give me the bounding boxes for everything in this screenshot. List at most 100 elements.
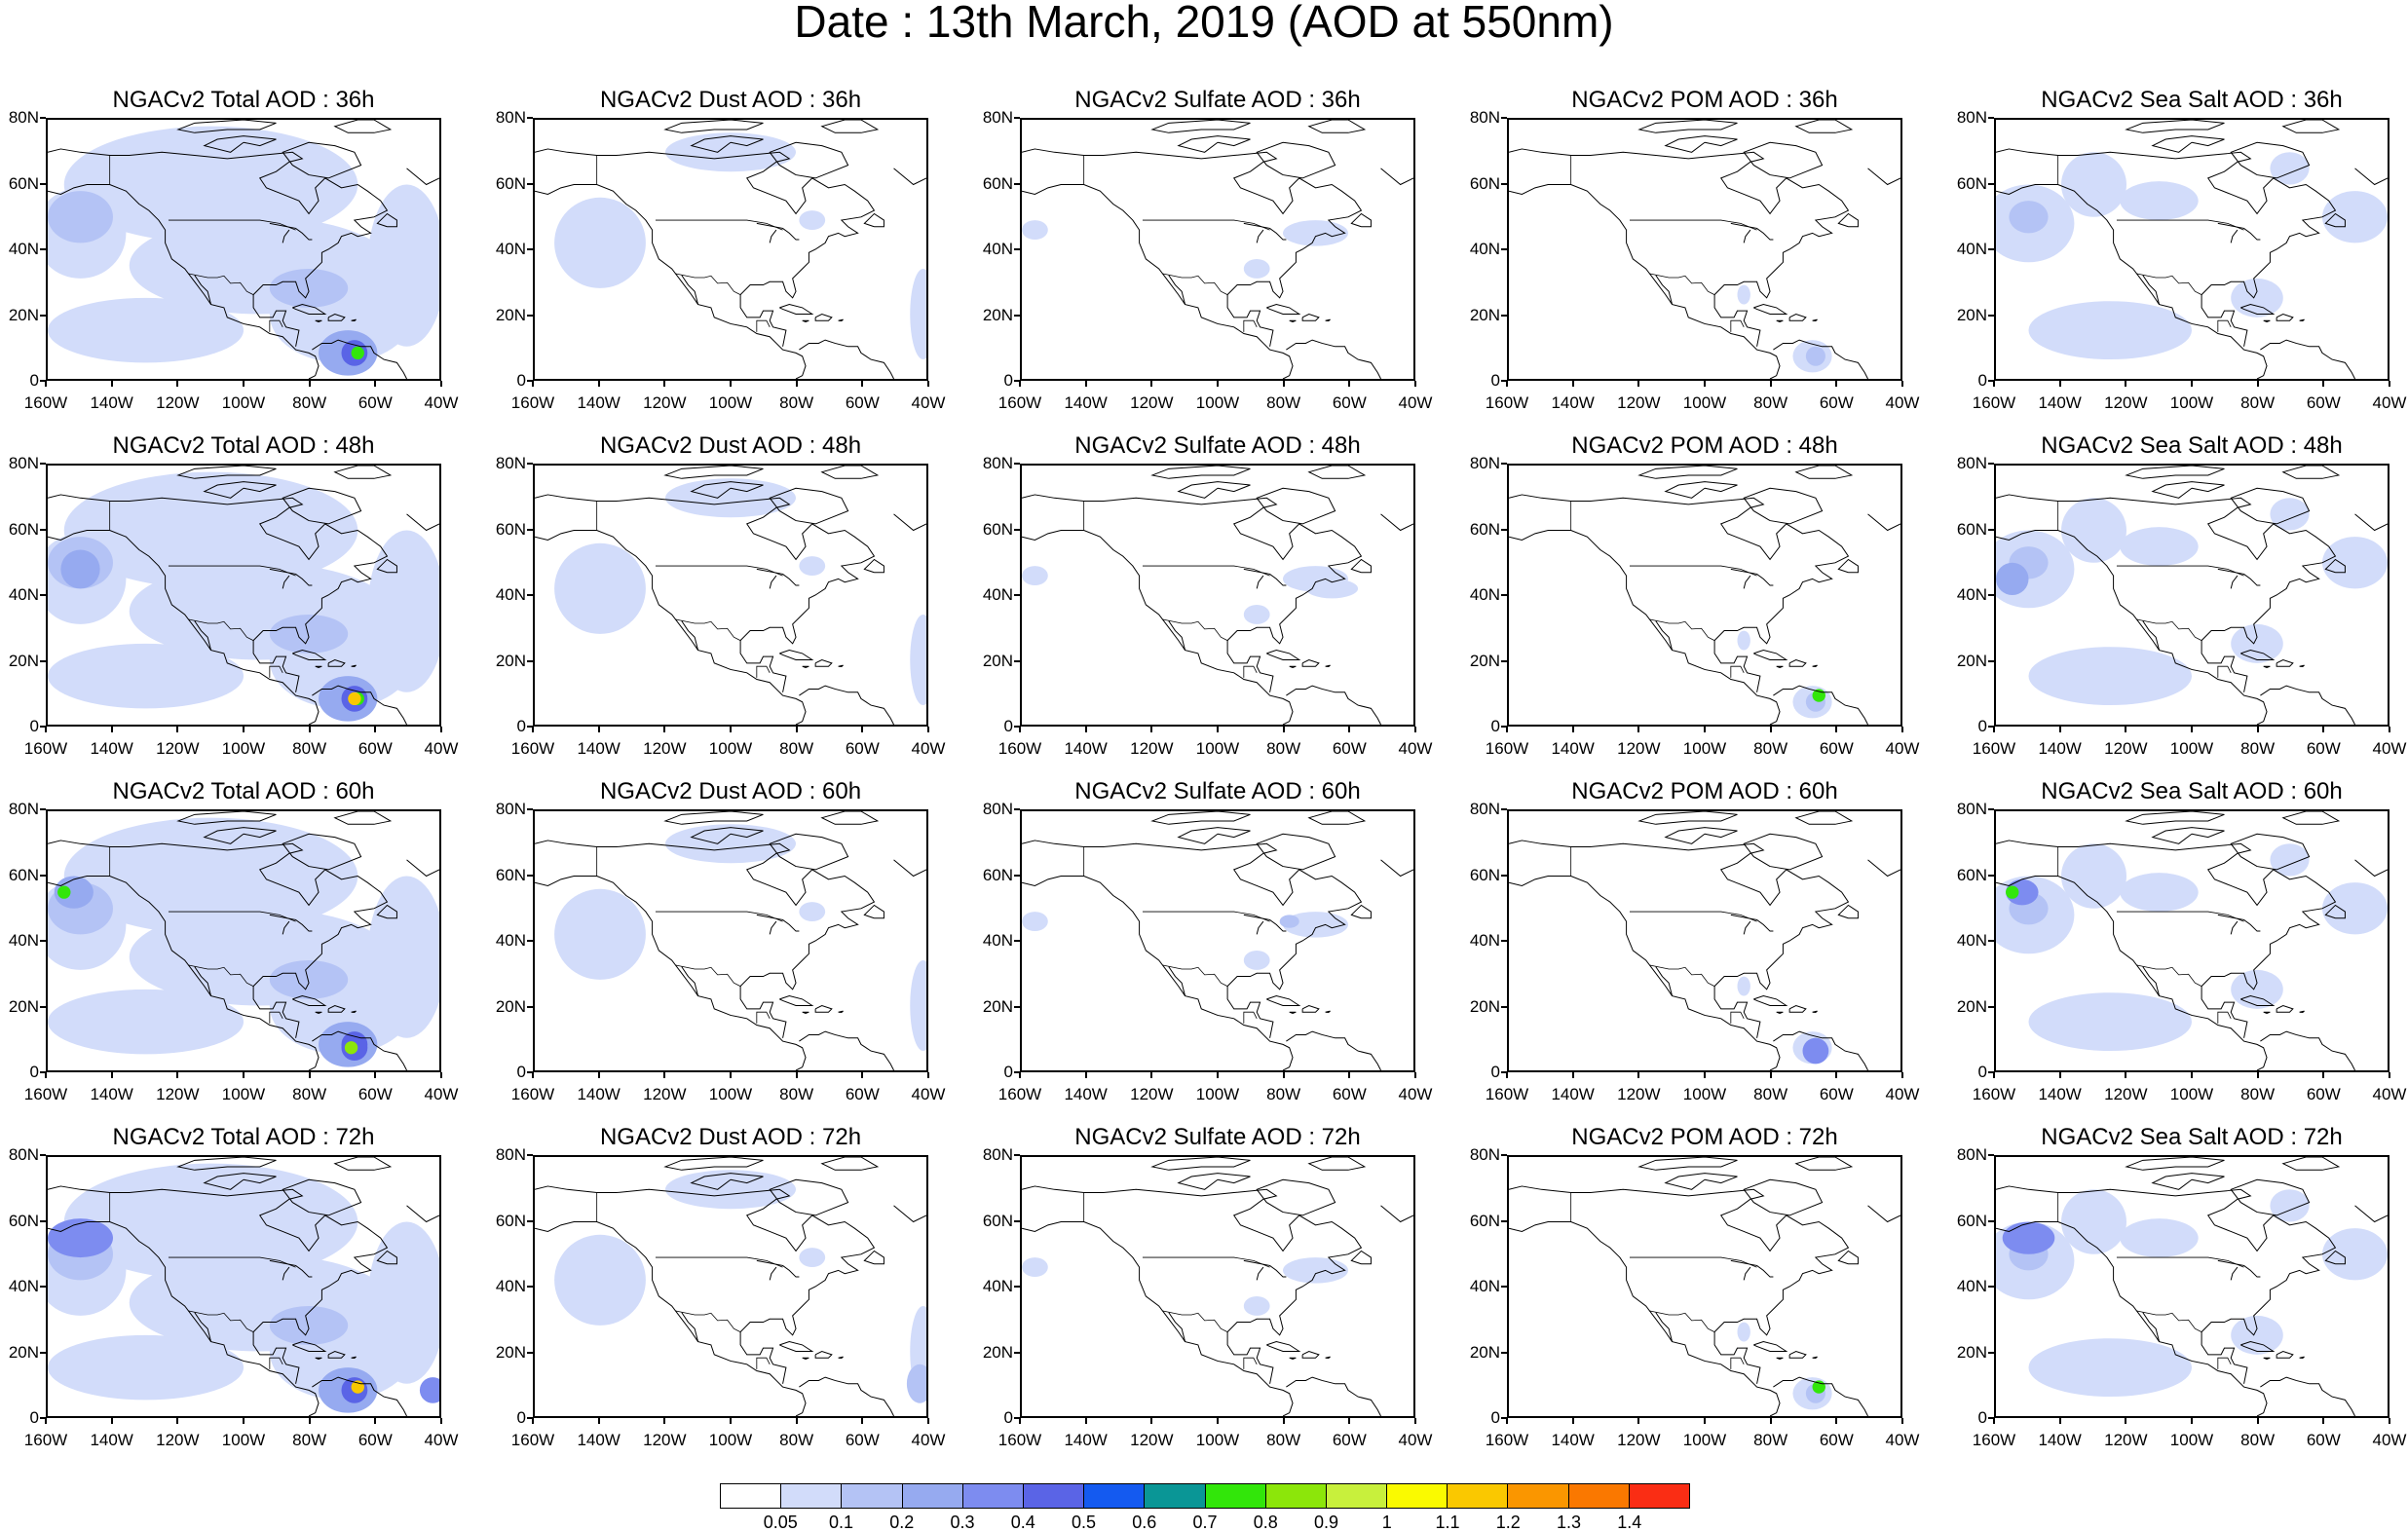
lon-tick-label: 60W (357, 393, 393, 412)
coastline (2230, 229, 2239, 243)
coastline (1350, 212, 1372, 228)
lat-tick-label: 0 (1490, 371, 1500, 390)
lon-tick-label: 140W (2038, 1085, 2082, 1103)
lon-tick-label: 40W (2372, 393, 2407, 412)
aod-plume (910, 268, 926, 360)
lon-tick (1769, 381, 1772, 387)
coastline (1509, 530, 1781, 725)
coastline (838, 1356, 844, 1360)
lat-tick (40, 248, 46, 250)
coastline (2125, 120, 2225, 133)
lon-tick (1637, 1418, 1640, 1424)
lon-tick-label: 160W (510, 1085, 555, 1103)
lat-tick-label: 40N (982, 585, 1013, 604)
lat-tick-label: 0 (1977, 371, 1987, 390)
coastline (1788, 658, 1807, 667)
lon-tick-label: 40W (424, 1085, 459, 1103)
lat-tick (1988, 594, 1994, 596)
lat-tick (1501, 1417, 1507, 1419)
aod-plume (48, 1218, 113, 1258)
coastline (2125, 466, 2225, 479)
country-border (1161, 618, 1228, 641)
lon-tick-label: 80W (1266, 1431, 1301, 1449)
lat-tick (1501, 1219, 1507, 1222)
lat-tick (1014, 182, 1020, 185)
lon-tick-label: 100W (1195, 1085, 1240, 1103)
coastline (1996, 1221, 2268, 1416)
lat-tick (1014, 528, 1020, 531)
coastline (1730, 568, 1774, 586)
lat-tick (40, 940, 46, 942)
coastline (2230, 575, 2239, 589)
lon-tick-label: 160W (997, 1085, 1042, 1103)
aod-plume (1283, 1257, 1348, 1284)
coastline (2125, 1157, 2225, 1171)
lon-tick-label: 80W (2240, 739, 2276, 758)
lon-tick (440, 381, 442, 387)
colorbar-label: 0.05 (763, 1513, 798, 1532)
lon-tick-label: 60W (357, 1431, 393, 1449)
coastline (1730, 222, 1774, 241)
lat-tick (1501, 726, 1507, 728)
coastline (406, 1205, 439, 1223)
lon-tick (110, 727, 113, 732)
coastline (351, 1010, 357, 1014)
lon-tick-label: 80W (1753, 393, 1788, 412)
lon-tick-label: 100W (2169, 739, 2214, 758)
country-border (756, 319, 771, 332)
aod-map (1996, 466, 2388, 725)
aod-plume (2061, 1189, 2126, 1254)
lon-tick (2191, 727, 2193, 732)
coastline (1266, 1341, 1301, 1352)
lon-tick-label: 140W (1064, 393, 1108, 412)
lat-tick-label: 80N (982, 800, 1013, 818)
coastline (1022, 494, 1363, 692)
lon-tick-label: 60W (1332, 1085, 1367, 1103)
lat-tick (1014, 117, 1020, 119)
lon-tick-label: 40W (424, 739, 459, 758)
lon-tick (243, 727, 245, 732)
lon-tick-label: 100W (2169, 393, 2214, 412)
coastline (2125, 811, 2225, 825)
lat-tick-label: 20N (495, 651, 526, 670)
coastline (799, 1376, 894, 1416)
coastline (1380, 1205, 1413, 1223)
coastline (2230, 1178, 2311, 1216)
country-border (269, 665, 283, 678)
coastline (1753, 650, 1788, 660)
lon-tick-label: 160W (23, 1431, 68, 1449)
lon-tick (1217, 1072, 1219, 1078)
lat-tick-label: 20N (8, 996, 39, 1016)
coastline (1867, 168, 1900, 186)
coastline (1266, 650, 1301, 660)
aod-plume (554, 888, 646, 980)
panel-title: NGACv2 Total AOD : 36h (112, 87, 375, 113)
coastline (1837, 558, 1859, 574)
lat-tick (527, 940, 533, 942)
coastline (2142, 1312, 2161, 1342)
coastline (1996, 840, 2337, 1038)
lat-tick (527, 1417, 533, 1419)
coastline (799, 685, 894, 725)
coastline (176, 811, 277, 825)
aod-map (1022, 1157, 1413, 1416)
lon-tick-label: 80W (292, 393, 327, 412)
lat-tick-label: 20N (8, 305, 39, 324)
colorbar-label: 1.4 (1617, 1513, 1642, 1532)
lat-tick (1501, 1005, 1507, 1008)
lon-tick (730, 381, 732, 387)
lat-tick (1501, 463, 1507, 465)
country-border (2135, 1310, 2202, 1332)
lat-tick (1501, 117, 1507, 119)
country-border (1142, 565, 1270, 577)
lon-tick (2191, 381, 2193, 387)
coastline (1509, 184, 1781, 379)
coastline (292, 1341, 327, 1352)
lat-tick-label: 0 (516, 371, 526, 390)
coastline (2263, 319, 2271, 323)
lat-tick (527, 808, 533, 810)
aod-plume (1996, 562, 2029, 595)
lon-tick-label: 100W (1682, 1085, 1727, 1103)
lat-tick-label: 80N (1469, 108, 1500, 127)
lat-tick-label: 40N (495, 240, 526, 258)
